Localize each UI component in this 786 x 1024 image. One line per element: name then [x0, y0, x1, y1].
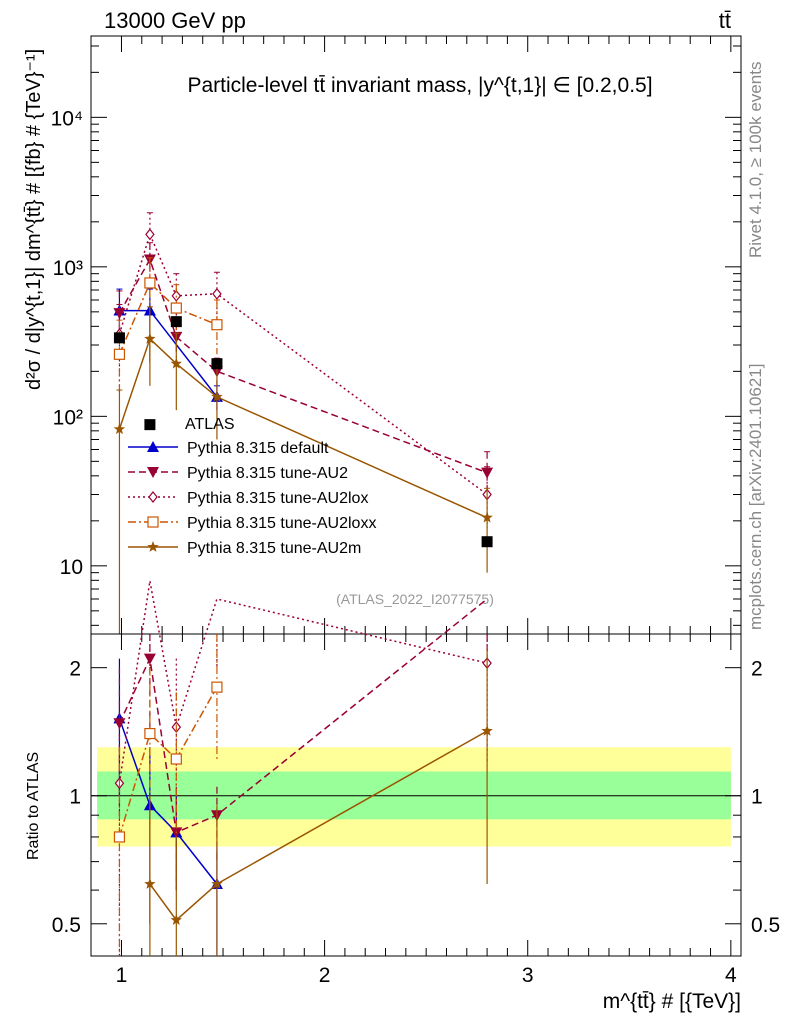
data-point — [170, 357, 182, 369]
ratio-point — [144, 878, 156, 889]
main-panel: 10 10² 10³ 10⁴ Particle-level tt̄ invariant… — [23, 35, 742, 635]
atlas-data-point — [211, 358, 223, 370]
series-pythia-8-315-tune-au2m — [113, 306, 493, 634]
ratio-line — [118, 580, 488, 784]
ratio-panel-frame — [90, 633, 742, 957]
legend-marker — [148, 491, 158, 503]
y-tick-label: 10² — [53, 406, 83, 429]
mcplots-label: mcplots.cern.ch [arXiv:2401.10621] — [746, 364, 765, 630]
ratio-y-tick-label: 1 — [69, 786, 81, 809]
data-point — [113, 308, 126, 320]
data-point — [113, 348, 126, 360]
atlas-data-point — [144, 419, 156, 431]
legend-marker — [147, 541, 159, 552]
x-tick-label: 4 — [725, 964, 737, 987]
ratio-y-tick-label: 1 — [751, 786, 763, 809]
legend: ATLAS Pythia 8.315 default Pythia 8.315 tu… — [128, 416, 376, 557]
ratio-panel-series — [113, 580, 493, 956]
x-tick-label: 1 — [116, 964, 128, 987]
atlas-data-point — [113, 332, 125, 344]
data-point — [144, 332, 156, 344]
ratio-line — [149, 730, 488, 922]
series-line — [118, 281, 218, 355]
watermark: (ATLAS_2022_I2077575) — [336, 591, 494, 607]
main-panel-data — [113, 316, 493, 548]
legend-label: Pythia 8.315 tune-AU2m — [187, 540, 361, 557]
series-pythia-8-315-default — [113, 288, 223, 411]
legend-label: Pythia 8.315 default — [187, 440, 329, 457]
ratio-y-axis-label: Ratio to ATLAS — [25, 752, 42, 860]
data-point — [113, 423, 126, 435]
main-title: Particle-level tt̄ invariant mass, |y^{t… — [187, 74, 652, 97]
series-pythia-8-315-tune-au2loxx — [113, 257, 223, 395]
main-y-axis-label: d²σ / d|y^{t,1}| dm^{tt̄} # [{fb} # {TeV… — [23, 49, 45, 390]
main-panel-ticks: 10 10² 10³ 10⁴ — [51, 36, 741, 634]
ratio-panel-ticks: 1 2 3 4 0.5 0.5 1 1 2 2 — [52, 634, 780, 987]
ratio-point — [211, 681, 223, 693]
ratio-series-tune-au2 — [113, 598, 488, 891]
ratio-point — [170, 914, 182, 925]
y-tick-label: 10⁴ — [51, 107, 83, 130]
legend-marker — [147, 467, 159, 478]
data-point — [211, 319, 223, 331]
legend-marker — [147, 516, 159, 528]
ratio-point — [144, 727, 156, 740]
legend-label: ATLAS — [185, 416, 235, 433]
data-point — [212, 287, 222, 300]
ratio-point — [113, 831, 126, 843]
data-point — [211, 390, 223, 402]
ratio-line — [118, 718, 218, 885]
atlas-data-point — [481, 536, 493, 548]
main-title-text: Particle-level tt̄ invariant mass, |y^{t… — [187, 74, 652, 97]
header-process-label: tt̄ — [719, 8, 731, 33]
ratio-series-tune-au2loxx — [113, 634, 223, 956]
data-point — [145, 228, 155, 241]
y-tick-label: 10³ — [53, 257, 83, 280]
data-point — [144, 277, 156, 289]
ratio-line — [118, 686, 218, 838]
ratio-y-tick-label: 2 — [751, 658, 763, 681]
y-tick-label: 10 — [60, 556, 83, 579]
x-tick-label: 3 — [522, 964, 534, 987]
ratio-point — [113, 718, 126, 730]
data-point — [481, 511, 493, 523]
ratio-series-tune-au2m — [144, 650, 493, 956]
data-point — [170, 302, 182, 314]
legend-marker — [147, 441, 159, 452]
ratio-point — [170, 753, 182, 765]
atlas-data-point — [170, 316, 182, 328]
legend-label: Pythia 8.315 tune-AU2 — [187, 465, 348, 482]
legend-label: Pythia 8.315 tune-AU2lox — [187, 490, 368, 507]
ratio-point — [481, 725, 493, 736]
x-axis-label: m^{tt̄} # [{TeV}] — [603, 990, 741, 1013]
ratio-y-tick-label: 0.5 — [52, 914, 81, 937]
x-tick-label: 2 — [319, 964, 331, 987]
rivet-version-label: Rivet 4.1.0, ≥ 100k events — [746, 62, 765, 258]
ratio-y-tick-label: 0.5 — [751, 914, 780, 937]
ratio-panel: 1 2 3 4 0.5 0.5 1 1 2 2 Ratio to ATLAS m^{tt̄} # … — [25, 580, 780, 1013]
ratio-point — [211, 878, 223, 889]
legend-label: Pythia 8.315 tune-AU2loxx — [187, 515, 376, 532]
main-panel-series — [113, 212, 494, 634]
header-energy-label: 13000 GeV pp — [104, 8, 246, 33]
ratio-y-tick-label: 2 — [69, 658, 81, 681]
